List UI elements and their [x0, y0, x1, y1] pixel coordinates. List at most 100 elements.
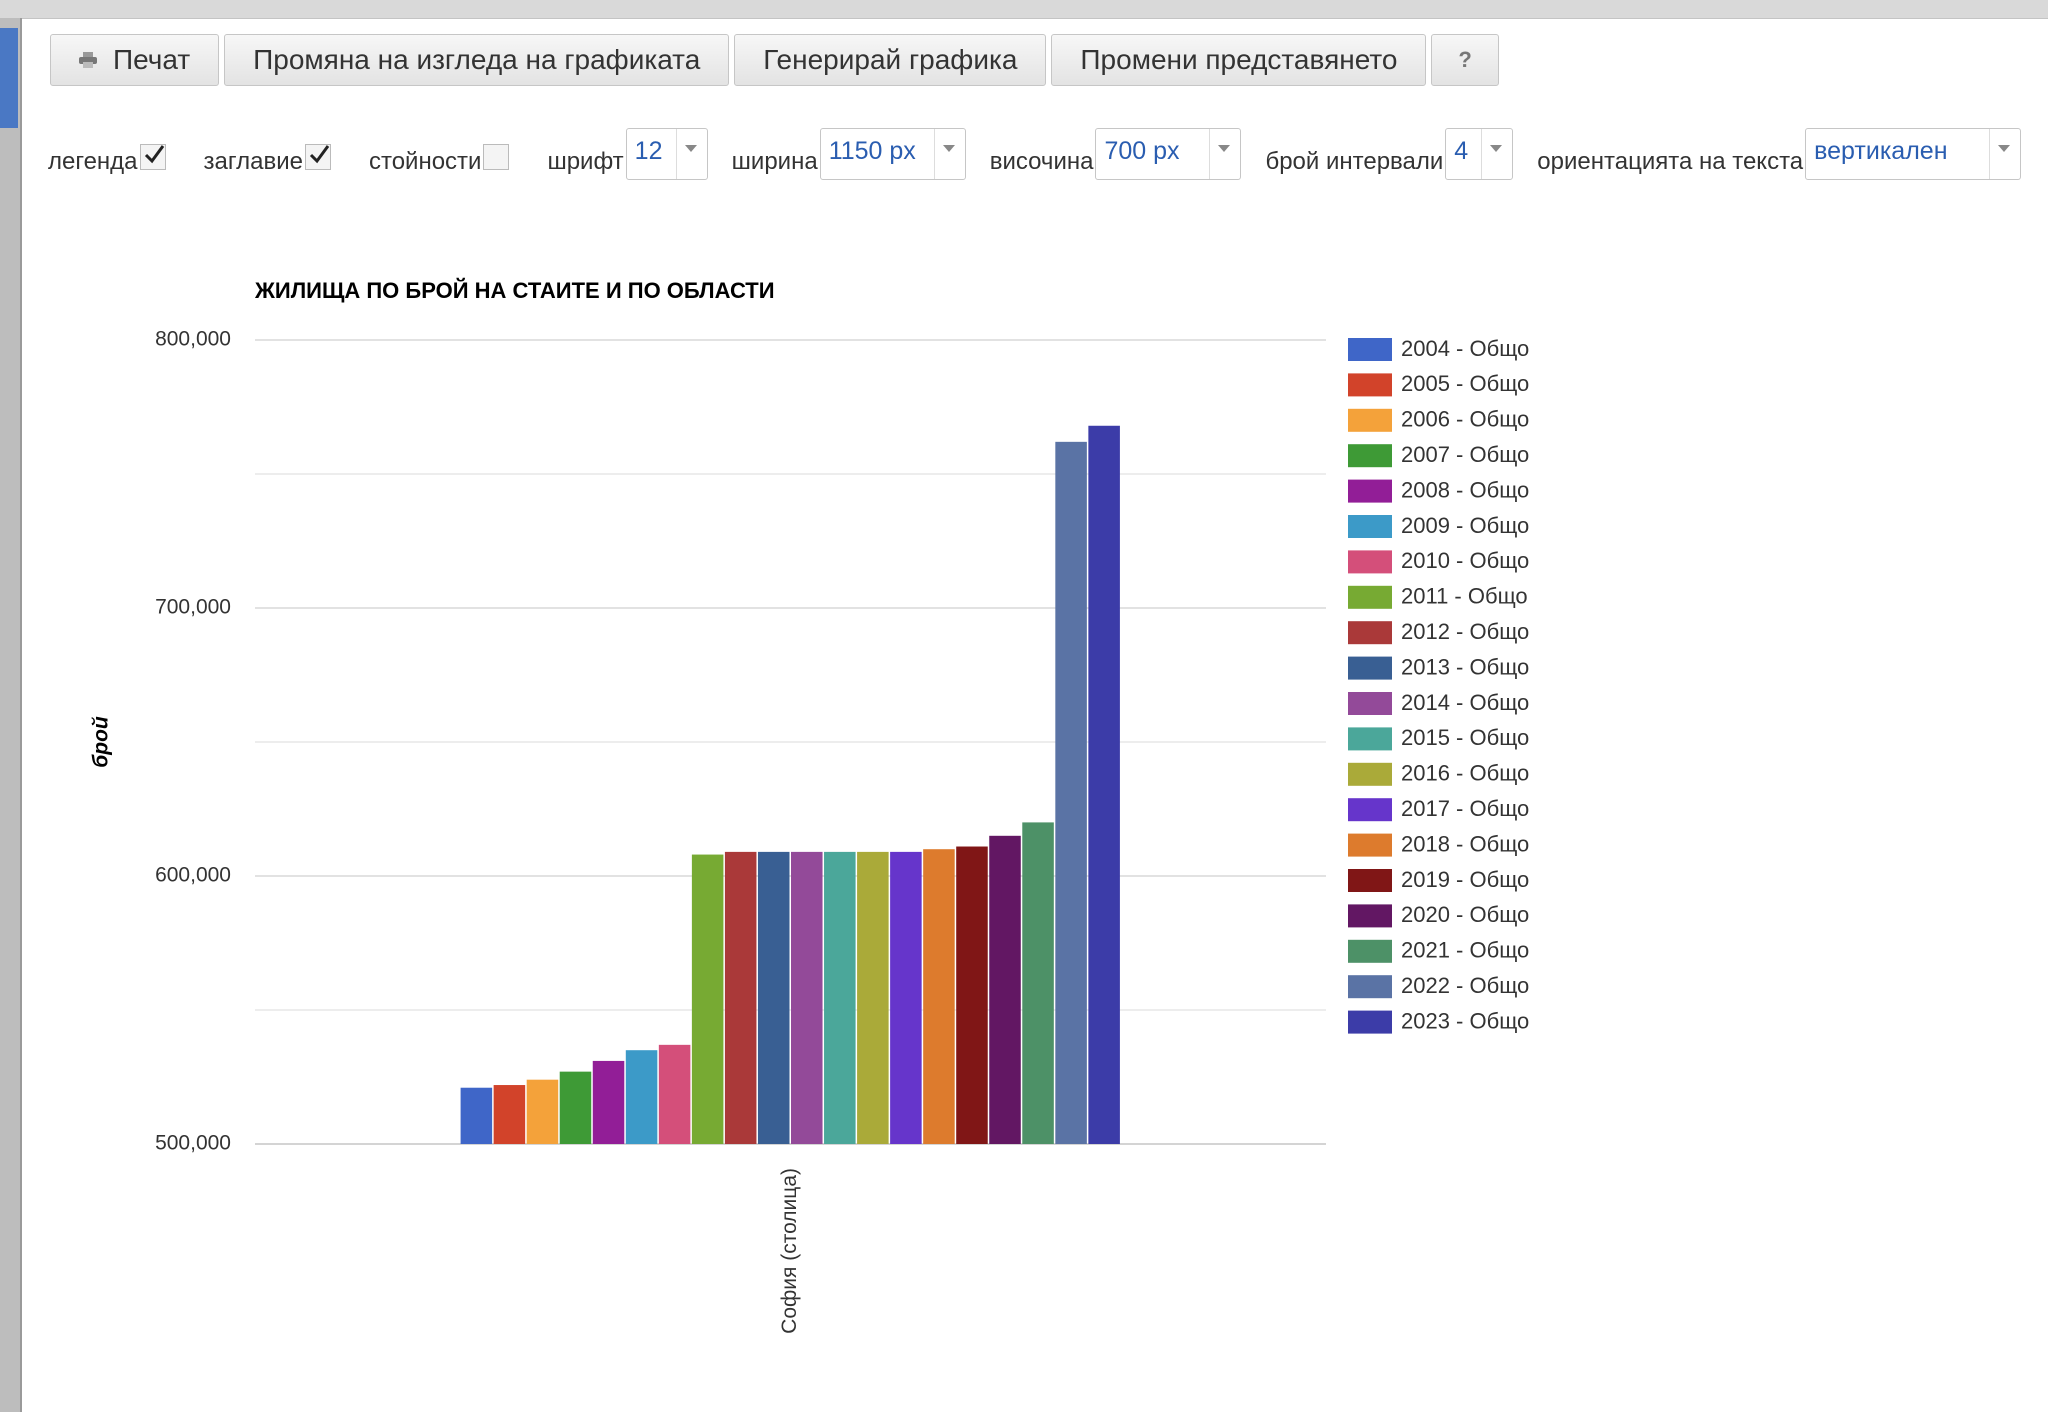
legend-label: 2021 - Общо: [1401, 938, 1529, 963]
dropdown[interactable]: 4: [1445, 128, 1514, 180]
legend-label: 2017 - Общо: [1401, 796, 1529, 821]
legend-label: 2020 - Общо: [1401, 902, 1529, 927]
dropdown[interactable]: 12: [625, 128, 708, 180]
legend-swatch: [1348, 479, 1392, 503]
generate-button[interactable]: Генерирай графика: [734, 34, 1047, 86]
y-tick-label: 800,000: [155, 328, 231, 351]
bar: [592, 1060, 625, 1144]
legend-swatch: [1348, 975, 1392, 999]
bar: [724, 851, 757, 1144]
legend-label: 2006 - Общо: [1401, 407, 1529, 432]
bar: [559, 1071, 592, 1144]
print-button[interactable]: Печат: [50, 34, 220, 86]
view-button[interactable]: Промяна на изгледа на графиката: [224, 34, 730, 86]
legend-label: 2019 - Общо: [1401, 867, 1529, 892]
dropdown[interactable]: 700 px: [1095, 128, 1242, 180]
controls: легенда заглавие стойности шрифт 12 ширин…: [48, 128, 2022, 180]
button-label: ?: [1458, 47, 1472, 72]
control-label: височина: [989, 148, 1094, 175]
bar: [757, 851, 790, 1144]
change-button[interactable]: Промени представянето: [1051, 34, 1427, 86]
control-label: брой интервали: [1265, 148, 1444, 175]
bar: [890, 851, 922, 1144]
legend-swatch: [1348, 727, 1392, 751]
y-tick-label: 600,000: [155, 864, 231, 887]
bar: [923, 849, 955, 1144]
bar: [956, 846, 988, 1144]
legend-label: 2016 - Общо: [1401, 761, 1529, 786]
legend-swatch: [1348, 833, 1392, 857]
bar: [1022, 822, 1054, 1144]
legend-label: 2007 - Общо: [1401, 442, 1529, 467]
bar: [460, 1087, 493, 1144]
toolbar: Печат Промяна на изгледа на графиката Ге…: [50, 34, 1499, 86]
legend-swatch: [1348, 373, 1392, 397]
y-tick-label: 700,000: [155, 596, 231, 619]
bar: [791, 851, 823, 1144]
dropdown[interactable]: 1150 px: [819, 128, 966, 180]
dropdown[interactable]: вертикален: [1805, 128, 2022, 180]
button-label: Промяна на изгледа на графиката: [253, 44, 701, 75]
legend-swatch: [1348, 408, 1392, 432]
control-label: легенда: [48, 148, 138, 175]
bar: [1088, 425, 1120, 1144]
sidebar: [0, 18, 22, 1412]
check-mark: [309, 145, 330, 164]
legend-swatch: [1348, 444, 1392, 468]
legend-label: 2014 - Общо: [1401, 690, 1529, 715]
checkbox[interactable]: [483, 144, 510, 170]
control-label: ориентацията на текста: [1537, 148, 1804, 175]
legend-label: 2010 - Общо: [1401, 548, 1529, 573]
checkbox[interactable]: [139, 144, 166, 170]
y-tick-label: 500,000: [155, 1132, 231, 1155]
check-mark: [144, 145, 164, 164]
legend-label: 2023 - Общо: [1401, 1008, 1529, 1033]
legend-swatch: [1348, 1010, 1392, 1034]
legend-swatch: [1348, 869, 1392, 892]
legend-label: 2012 - Общо: [1401, 619, 1529, 644]
legend-swatch: [1348, 338, 1392, 361]
legend-label: 2009 - Общо: [1401, 513, 1529, 538]
legend-label: 2015 - Общо: [1401, 725, 1529, 750]
bar: [493, 1085, 526, 1144]
x-tick-label: София (столица): [778, 1168, 801, 1334]
legend-label: 2022 - Общо: [1401, 973, 1529, 998]
bar: [824, 851, 856, 1144]
legend-swatch: [1348, 515, 1392, 538]
bar: [526, 1079, 559, 1144]
control-label: ширина: [731, 148, 818, 175]
legend-swatch: [1348, 621, 1392, 645]
legend-swatch: [1348, 550, 1392, 574]
legend-label: 2004 - Общо: [1401, 336, 1529, 361]
legend-swatch: [1348, 904, 1392, 928]
control-label: заглавие: [203, 148, 303, 175]
button-label: Генерирай графика: [763, 44, 1018, 75]
window-bar: [0, 0, 2048, 19]
control-label: стойности: [368, 148, 482, 175]
legend-label: 2013 - Общо: [1401, 654, 1529, 679]
bar: [1055, 441, 1087, 1145]
help-button[interactable]: ?: [1431, 34, 1499, 86]
legend-label: 2011 - Общо: [1401, 584, 1528, 609]
legend-swatch: [1348, 798, 1392, 822]
y-axis-label: брой: [90, 716, 113, 768]
legend-label: 2005 - Общо: [1401, 371, 1529, 396]
legend-label: 2008 - Общо: [1401, 477, 1529, 502]
legend-swatch: [1348, 656, 1392, 680]
bar: [658, 1044, 691, 1144]
print-icon: [79, 52, 97, 68]
legend-swatch: [1348, 762, 1392, 786]
bar: [691, 854, 724, 1144]
control-label: шрифт: [547, 148, 624, 175]
bar: [989, 835, 1021, 1144]
bar: [857, 851, 889, 1144]
legend-swatch: [1348, 585, 1392, 609]
sidebar-tab: [0, 28, 18, 128]
checkbox[interactable]: [304, 144, 331, 170]
legend-swatch: [1348, 692, 1392, 715]
button-label: Печат: [113, 44, 191, 75]
legend-swatch: [1348, 939, 1392, 963]
bar: [625, 1050, 658, 1144]
